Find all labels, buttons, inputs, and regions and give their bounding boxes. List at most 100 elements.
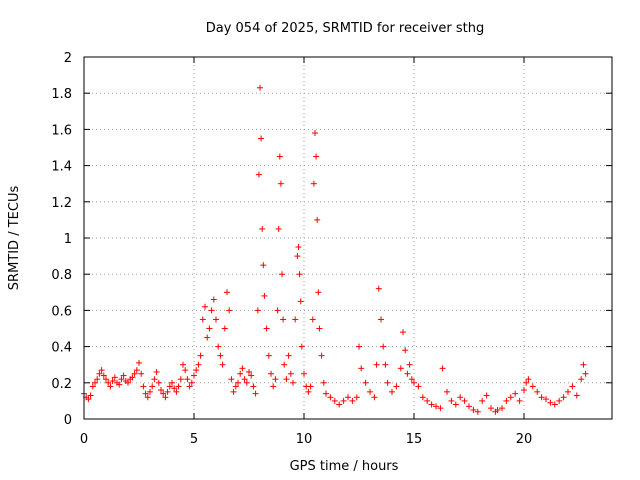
data-point [226, 307, 233, 314]
data-points [81, 84, 589, 415]
x-tick-label: 5 [190, 432, 198, 447]
data-point [160, 390, 167, 397]
data-point [87, 392, 94, 399]
data-point [261, 292, 268, 299]
y-tick-label: 2 [64, 51, 72, 66]
data-point [507, 394, 514, 401]
data-point [494, 406, 501, 413]
y-tick-label: 1.8 [51, 87, 72, 102]
data-point [305, 388, 312, 395]
data-point [195, 361, 202, 368]
data-point [373, 361, 380, 368]
data-point [397, 365, 404, 372]
data-point [158, 387, 164, 394]
data-point [512, 390, 519, 397]
data-point [439, 365, 446, 372]
data-point [375, 285, 382, 292]
data-point [402, 347, 409, 354]
data-point [323, 390, 329, 397]
data-point [210, 296, 217, 303]
data-point [109, 377, 116, 384]
x-axis-label: GPS time / hours [290, 459, 399, 474]
data-point [290, 379, 296, 386]
data-point [349, 397, 356, 404]
data-point [259, 225, 266, 232]
data-point [149, 383, 156, 390]
data-point [144, 394, 151, 401]
data-point [569, 383, 576, 390]
data-point [164, 388, 171, 395]
x-tick-label: 0 [80, 432, 88, 447]
data-point [318, 352, 325, 359]
data-point [184, 376, 191, 383]
data-point [525, 376, 532, 383]
data-point [153, 368, 160, 375]
data-point [147, 388, 153, 395]
y-tick-labels: 0 0.2 0.4 0.6 0.8 1 1.2 1.4 1.6 1.8 2 [51, 51, 72, 428]
data-point [296, 271, 303, 278]
data-point [118, 376, 125, 383]
data-point [257, 84, 263, 91]
data-point [166, 383, 173, 390]
data-point [274, 307, 281, 314]
data-point [107, 383, 114, 390]
data-point [320, 379, 327, 386]
data-point [202, 303, 208, 310]
data-point [424, 397, 431, 404]
data-point [89, 383, 96, 390]
data-point [243, 379, 250, 386]
x-tick-label: 20 [516, 432, 533, 447]
y-tick-label: 1 [64, 232, 72, 247]
data-point [474, 408, 481, 415]
data-point [92, 379, 98, 386]
data-point [499, 405, 505, 412]
data-point [309, 316, 316, 323]
data-point [310, 180, 317, 187]
data-point [258, 135, 265, 142]
chart-title: Day 054 of 2025, SRMTID for receiver sth… [206, 21, 485, 36]
data-point [263, 325, 270, 332]
y-tick-label: 0.4 [51, 341, 72, 356]
data-point [177, 376, 184, 383]
data-point [169, 379, 175, 386]
data-point [208, 307, 215, 314]
data-point [408, 376, 415, 383]
data-point [186, 383, 193, 390]
data-point [307, 383, 314, 390]
data-point [503, 397, 510, 404]
axis-ticks [83, 56, 612, 420]
data-point [94, 376, 101, 383]
data-point [529, 383, 536, 390]
data-point [358, 365, 365, 372]
data-point [556, 397, 563, 404]
data-point [270, 383, 277, 390]
data-point [103, 376, 109, 383]
data-point [292, 316, 299, 323]
data-point [105, 379, 112, 386]
data-point [419, 394, 426, 401]
data-point [297, 298, 304, 305]
y-tick-label: 0.8 [51, 268, 72, 283]
data-point [268, 370, 274, 377]
data-point [188, 379, 195, 386]
y-tick-label: 0.6 [51, 304, 72, 319]
data-point [98, 367, 105, 374]
data-point [219, 361, 226, 368]
data-point [362, 379, 369, 386]
data-point [327, 394, 334, 401]
data-point [239, 365, 246, 372]
data-point [246, 368, 252, 375]
data-point [356, 343, 362, 350]
data-point [250, 383, 257, 390]
data-point [470, 406, 477, 413]
data-point [100, 372, 107, 379]
data-point [125, 379, 131, 386]
data-point [287, 370, 294, 377]
data-point [111, 374, 118, 381]
data-point [313, 153, 320, 160]
data-point [406, 361, 413, 368]
data-point [224, 289, 230, 296]
data-point [182, 367, 189, 374]
data-point [191, 372, 197, 379]
